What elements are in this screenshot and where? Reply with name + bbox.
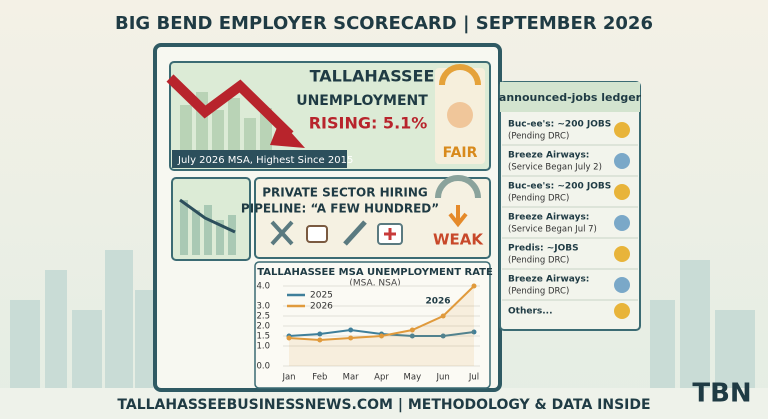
card-title: PIPELINE: “A FEW HUNDRED”: [241, 202, 439, 216]
card-value: RISING: 5.1%: [309, 114, 428, 133]
ledger-title: announced-jobs ledger: [499, 91, 642, 104]
ledger-name: Buc-ee's: ~200 JOBS: [508, 120, 611, 130]
gauge: [439, 64, 481, 86]
ledger-icon: [614, 215, 630, 231]
title: BIG BEND EMPLOYER SCORECARD | SEPTEMBER …: [115, 13, 653, 34]
legend-label: 2026: [310, 302, 333, 312]
caption-bg: [172, 150, 347, 168]
y-tick-label: 0.0: [256, 362, 270, 372]
ledger-icon: [614, 184, 630, 200]
y-tick-label: 1.5: [256, 332, 270, 342]
footer: TALLAHASSEEBUSINESSNEWS.COM | METHODOLOG…: [117, 397, 650, 413]
ledger-icon: [614, 277, 630, 293]
point: [317, 331, 323, 337]
falling-arrow: [166, 74, 294, 139]
ledger-name: Breeze Airways:: [508, 151, 589, 161]
ledger-icon: [614, 246, 630, 262]
ledger-name: Breeze Airways:: [508, 275, 589, 285]
ledger-detail: (Service Began July 2): [508, 163, 602, 173]
y-tick-label: 2.0: [256, 322, 270, 332]
area-fill: [289, 286, 474, 366]
ledger-detail: (Pending DRC): [508, 287, 569, 297]
x-tick-label: Apr: [374, 373, 389, 383]
point: [348, 335, 354, 341]
x-tick-label: Jan: [281, 373, 295, 383]
chart-title: TALLAHASSEE MSA UNEMPLOYMENT RATE: [257, 267, 493, 278]
arrow-head: [270, 120, 305, 148]
card-title: TALLAHASSEE: [310, 67, 435, 86]
ledger-header: [500, 82, 640, 112]
worker-icon: [447, 102, 473, 128]
annotation: 2026: [425, 297, 450, 307]
point: [471, 329, 477, 335]
ledger-detail: (Pending DRC): [508, 256, 569, 266]
ledger-name: Buc-ee's: ~200 JOBS: [508, 182, 611, 192]
ledger-detail: (Service Began Jul 7): [508, 225, 597, 235]
point: [409, 327, 415, 333]
x-tick-label: Mar: [343, 373, 360, 383]
point: [440, 313, 446, 319]
point: [348, 327, 354, 333]
icons: [270, 220, 403, 246]
x-tick-label: Jul: [468, 373, 479, 383]
down-arrow: [448, 205, 468, 228]
card-bars: [180, 92, 272, 155]
point: [409, 333, 415, 339]
line-chart: 0.0 1.01.52.02.53.0 4.0 Jan Feb Mar Apr May Jun J…: [256, 282, 480, 383]
ledger-icon: [614, 122, 630, 138]
x-tick-label: Jun: [436, 373, 450, 383]
x-tick-label: May: [404, 373, 422, 383]
ledger-icon: [614, 153, 630, 169]
y-tick-label: 2.5: [256, 312, 270, 322]
mini-line: [179, 198, 236, 234]
y-tick-label: 3.0: [256, 302, 270, 312]
grade: FAIR: [443, 145, 478, 161]
ledger-icon: [614, 303, 630, 319]
card-title: UNEMPLOYMENT: [296, 93, 428, 109]
ledger-detail: (Pending DRC): [508, 132, 569, 142]
skyline: [10, 250, 755, 390]
card-title: PRIVATE SECTOR HIRING: [262, 186, 427, 200]
grade: WEAK: [433, 231, 484, 249]
point: [440, 333, 446, 339]
y-tick-label: 4.0: [256, 282, 270, 292]
gauge: [435, 175, 481, 199]
point: [471, 283, 477, 289]
point: [317, 337, 323, 343]
point: [286, 335, 292, 341]
point: [379, 333, 384, 339]
ledger-detail: (Pending DRC): [508, 194, 569, 204]
chart-subtitle: (MSA, NSA): [349, 279, 400, 289]
caption: July 2026 MSA, Highest Since 2015: [177, 155, 353, 166]
legend-label: 2025: [310, 291, 333, 301]
chart-panel: [254, 261, 491, 389]
ledger-more: Others...: [508, 307, 553, 317]
logo: TBN: [692, 379, 751, 409]
mini-bars: [180, 200, 236, 255]
x-tick-label: Feb: [312, 373, 327, 383]
ledger-name: Predis: ~JOBS: [508, 244, 579, 254]
ledger-items: Buc-ee's: ~200 JOBS (Pending DRC) Breeze A…: [502, 120, 638, 319]
footer-band: [0, 388, 768, 419]
y-tick-label: 1.0: [256, 342, 270, 352]
ledger-name: Breeze Airways:: [508, 213, 589, 223]
